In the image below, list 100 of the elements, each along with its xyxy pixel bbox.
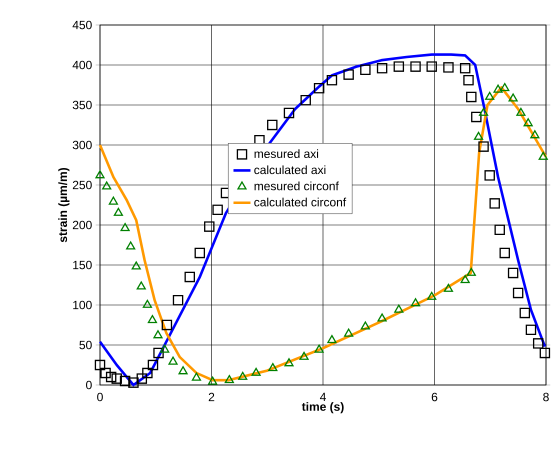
x-tick-label: 8 (543, 392, 549, 402)
point (136, 281, 146, 290)
point (148, 360, 158, 370)
point (426, 61, 437, 72)
point (500, 248, 510, 258)
point (142, 300, 152, 308)
point (267, 120, 278, 130)
point (268, 362, 278, 372)
point (376, 62, 388, 74)
point (284, 108, 294, 118)
point (153, 330, 163, 338)
y-tick-label: 300 (72, 140, 92, 150)
point (120, 376, 130, 386)
point (463, 74, 474, 86)
point (493, 84, 503, 93)
point (142, 368, 153, 378)
point (208, 376, 218, 385)
point (377, 313, 387, 322)
point (526, 324, 536, 336)
point (344, 328, 354, 337)
point (524, 118, 533, 126)
point (427, 292, 436, 300)
point (153, 348, 164, 358)
point (251, 368, 261, 376)
point (168, 356, 178, 365)
point (94, 360, 106, 370)
point (460, 274, 470, 284)
point (520, 308, 530, 318)
point (160, 344, 170, 353)
point (474, 132, 484, 140)
point (238, 372, 248, 380)
legend-label: mesured circonf (254, 182, 339, 190)
y-tick-label: 350 (72, 100, 92, 110)
point (108, 196, 118, 205)
point (443, 62, 454, 73)
y-tick-label: 0 (86, 380, 92, 390)
point (530, 130, 540, 138)
y-tick-label: 100 (73, 300, 92, 310)
point (314, 344, 324, 353)
point (126, 241, 136, 250)
point (360, 321, 370, 330)
point (484, 170, 495, 181)
point (500, 82, 510, 92)
y-axis-title: strain (µm/m) (58, 168, 70, 242)
y-tick-label: 250 (72, 180, 92, 190)
point (360, 64, 371, 76)
point (478, 108, 488, 116)
point (394, 304, 404, 313)
point (184, 272, 195, 282)
y-tick-label: 450 (72, 20, 92, 30)
point (466, 268, 476, 276)
y-tick-label: 50 (79, 340, 92, 350)
y-tick-label: 150 (73, 260, 92, 270)
point (136, 373, 148, 384)
point (178, 366, 188, 374)
x-tick-label: 4 (320, 392, 326, 401)
y-tick-label: 400 (72, 60, 92, 70)
x-axis-title: time (s) (302, 402, 344, 414)
legend-label: calculated circonf (254, 198, 346, 206)
point (485, 92, 494, 100)
point (111, 373, 122, 384)
point (106, 372, 116, 382)
point (444, 284, 454, 292)
point (300, 94, 311, 106)
point (192, 372, 202, 381)
legend-label: calculated axi (254, 165, 326, 174)
point (410, 298, 420, 306)
point (478, 141, 489, 152)
point (394, 61, 404, 72)
point (327, 334, 337, 344)
point (212, 204, 223, 216)
point (410, 61, 421, 72)
point (512, 288, 524, 298)
point (540, 348, 550, 358)
point (489, 198, 500, 209)
point (224, 374, 234, 384)
point (194, 248, 206, 258)
point (471, 112, 482, 122)
point (128, 377, 139, 388)
point (538, 152, 548, 160)
x-tick-label: 6 (432, 392, 438, 402)
point (466, 92, 477, 102)
point (114, 208, 124, 216)
point (132, 261, 141, 270)
point (120, 222, 130, 232)
y-tick-label: 200 (72, 220, 92, 230)
point (508, 268, 518, 278)
point (299, 352, 309, 360)
point (204, 221, 215, 232)
point (172, 294, 184, 306)
point (516, 108, 526, 116)
point (326, 74, 338, 86)
point (460, 62, 470, 74)
point (343, 69, 354, 80)
x-tick-label: 0 (97, 392, 103, 402)
legend-label: mesured axi (254, 149, 318, 158)
point (148, 314, 158, 324)
point (508, 93, 518, 102)
point (102, 181, 112, 190)
point (100, 368, 111, 378)
